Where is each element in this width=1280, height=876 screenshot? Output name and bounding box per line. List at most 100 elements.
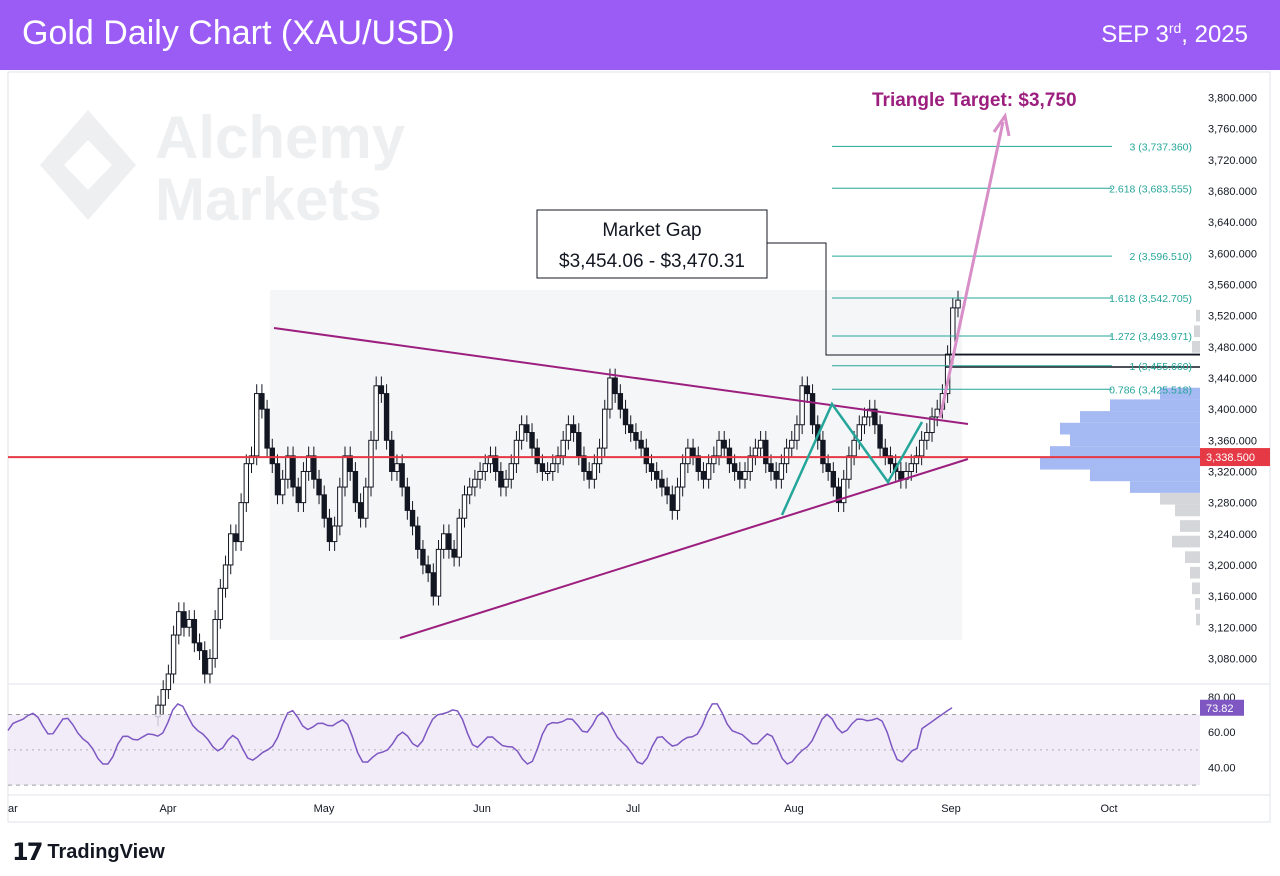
down-candle bbox=[539, 463, 546, 472]
price-tick-label: 3,080.000 bbox=[1208, 653, 1257, 665]
up-candle bbox=[685, 447, 691, 465]
market-gap-callout-box bbox=[536, 209, 768, 279]
volume-profile-bar bbox=[1080, 411, 1200, 423]
down-candle bbox=[654, 470, 660, 480]
up-candle bbox=[846, 455, 852, 480]
down-candle bbox=[357, 502, 364, 519]
down-candle bbox=[425, 564, 431, 574]
triangle-target-label: Triangle Target: $3,750 bbox=[872, 90, 1077, 111]
up-candle bbox=[752, 447, 759, 457]
date-suffix: rd bbox=[1168, 20, 1182, 36]
up-candle bbox=[456, 517, 462, 558]
down-candle bbox=[773, 470, 779, 480]
down-candle bbox=[882, 447, 888, 457]
down-candle bbox=[352, 470, 359, 504]
down-candle bbox=[633, 432, 639, 441]
volume-profile-bar bbox=[1196, 309, 1200, 322]
triangle-upper-trendline bbox=[273, 327, 969, 425]
price-tick-label: 3,800.000 bbox=[1208, 93, 1257, 105]
down-candle bbox=[700, 470, 707, 480]
up-candle bbox=[518, 424, 525, 441]
up-candle bbox=[841, 478, 847, 504]
fib-level-label: 1 (3,455.660) bbox=[1130, 361, 1192, 373]
up-candle bbox=[607, 377, 613, 410]
up-candle bbox=[337, 486, 343, 527]
up-candle bbox=[513, 439, 520, 465]
fib-level-label: 0.786 (3,425.518) bbox=[1109, 384, 1192, 396]
time-axis: ar Apr May Jun Jul Aug Sep Oct bbox=[8, 803, 1118, 815]
volume-profile-bar bbox=[1070, 434, 1200, 447]
volume-profile-bar bbox=[1040, 457, 1200, 470]
market-gap-range: $3,454.06 - $3,470.31 bbox=[559, 251, 745, 272]
price-tick-label: 3,600.000 bbox=[1208, 248, 1257, 260]
down-candle bbox=[420, 548, 426, 566]
candlestick-series bbox=[155, 290, 961, 727]
price-tick-label: 3,480.000 bbox=[1208, 342, 1257, 354]
down-candle bbox=[524, 424, 530, 434]
up-candle bbox=[591, 463, 598, 480]
market-gap-lines bbox=[945, 353, 1200, 368]
price-tick-label: 3,280.000 bbox=[1208, 498, 1257, 510]
time-tick-label: Jul bbox=[626, 803, 640, 815]
up-candle bbox=[757, 439, 764, 449]
volume-profile-bar bbox=[1180, 520, 1200, 532]
down-candle bbox=[233, 533, 239, 543]
time-tick-label: Aug bbox=[784, 803, 804, 815]
up-candle bbox=[924, 432, 930, 441]
fib-level-label: 2.618 (3,683.555) bbox=[1109, 183, 1192, 195]
up-candle bbox=[716, 439, 722, 457]
down-candle bbox=[690, 447, 696, 457]
up-candle bbox=[482, 463, 488, 472]
down-candle bbox=[835, 486, 842, 504]
up-candle bbox=[783, 447, 790, 465]
down-candle bbox=[415, 525, 421, 550]
down-candle bbox=[311, 455, 317, 480]
up-candle bbox=[679, 463, 686, 488]
up-candle bbox=[929, 416, 935, 434]
time-tick-label: Jun bbox=[473, 803, 491, 815]
price-tick-label: 3,520.000 bbox=[1208, 311, 1257, 323]
up-candle bbox=[368, 439, 374, 488]
rsi-tick-label: 40.00 bbox=[1208, 763, 1236, 775]
down-candle bbox=[726, 447, 733, 465]
watermark: Alchemy Markets bbox=[40, 104, 406, 233]
projection-arrowhead-icon bbox=[992, 112, 1011, 137]
up-candle bbox=[705, 463, 712, 480]
up-candle bbox=[503, 478, 509, 488]
rsi-line bbox=[7, 702, 953, 765]
chart-title: Gold Daily Chart (XAU/USD) bbox=[22, 14, 455, 52]
tradingview-brand[interactable]: 17 TradingView bbox=[12, 838, 165, 866]
down-candle bbox=[768, 463, 774, 472]
down-candle bbox=[737, 470, 743, 480]
down-candle bbox=[181, 611, 187, 628]
volume-profile-bar bbox=[1192, 341, 1200, 353]
price-tick-label: 3,560.000 bbox=[1208, 280, 1257, 292]
chart-date: SEP 3rd, 2025 bbox=[1101, 20, 1248, 49]
volume-profile-bar bbox=[1172, 535, 1200, 548]
rsi-current-value: 73.82 bbox=[1206, 703, 1234, 715]
down-candle bbox=[820, 439, 826, 465]
down-candle bbox=[612, 377, 618, 395]
price-tick-label: 3,240.000 bbox=[1208, 529, 1257, 541]
price-tick-label: 3,320.000 bbox=[1208, 466, 1257, 478]
chart-header: Gold Daily Chart (XAU/USD) SEP 3rd, 2025 bbox=[0, 0, 1280, 70]
rsi-tick-label: 60.00 bbox=[1208, 727, 1236, 739]
up-candle bbox=[477, 470, 483, 480]
up-candle bbox=[602, 408, 608, 449]
down-candle bbox=[399, 463, 405, 488]
volume-profile-bar bbox=[1190, 566, 1200, 579]
up-candle bbox=[487, 455, 494, 465]
volume-profile-bar bbox=[1160, 387, 1200, 400]
down-candle bbox=[534, 447, 540, 465]
down-candle bbox=[529, 432, 535, 449]
up-candle bbox=[913, 455, 920, 465]
down-candle bbox=[659, 478, 665, 488]
watermark-line-2: Markets bbox=[155, 166, 382, 233]
market-gap-title: Market Gap bbox=[602, 220, 701, 241]
up-candle bbox=[342, 455, 348, 488]
up-candle bbox=[300, 470, 307, 504]
down-candle bbox=[622, 408, 629, 426]
triangle-lower-trendline bbox=[399, 458, 969, 639]
up-candle bbox=[955, 299, 961, 309]
